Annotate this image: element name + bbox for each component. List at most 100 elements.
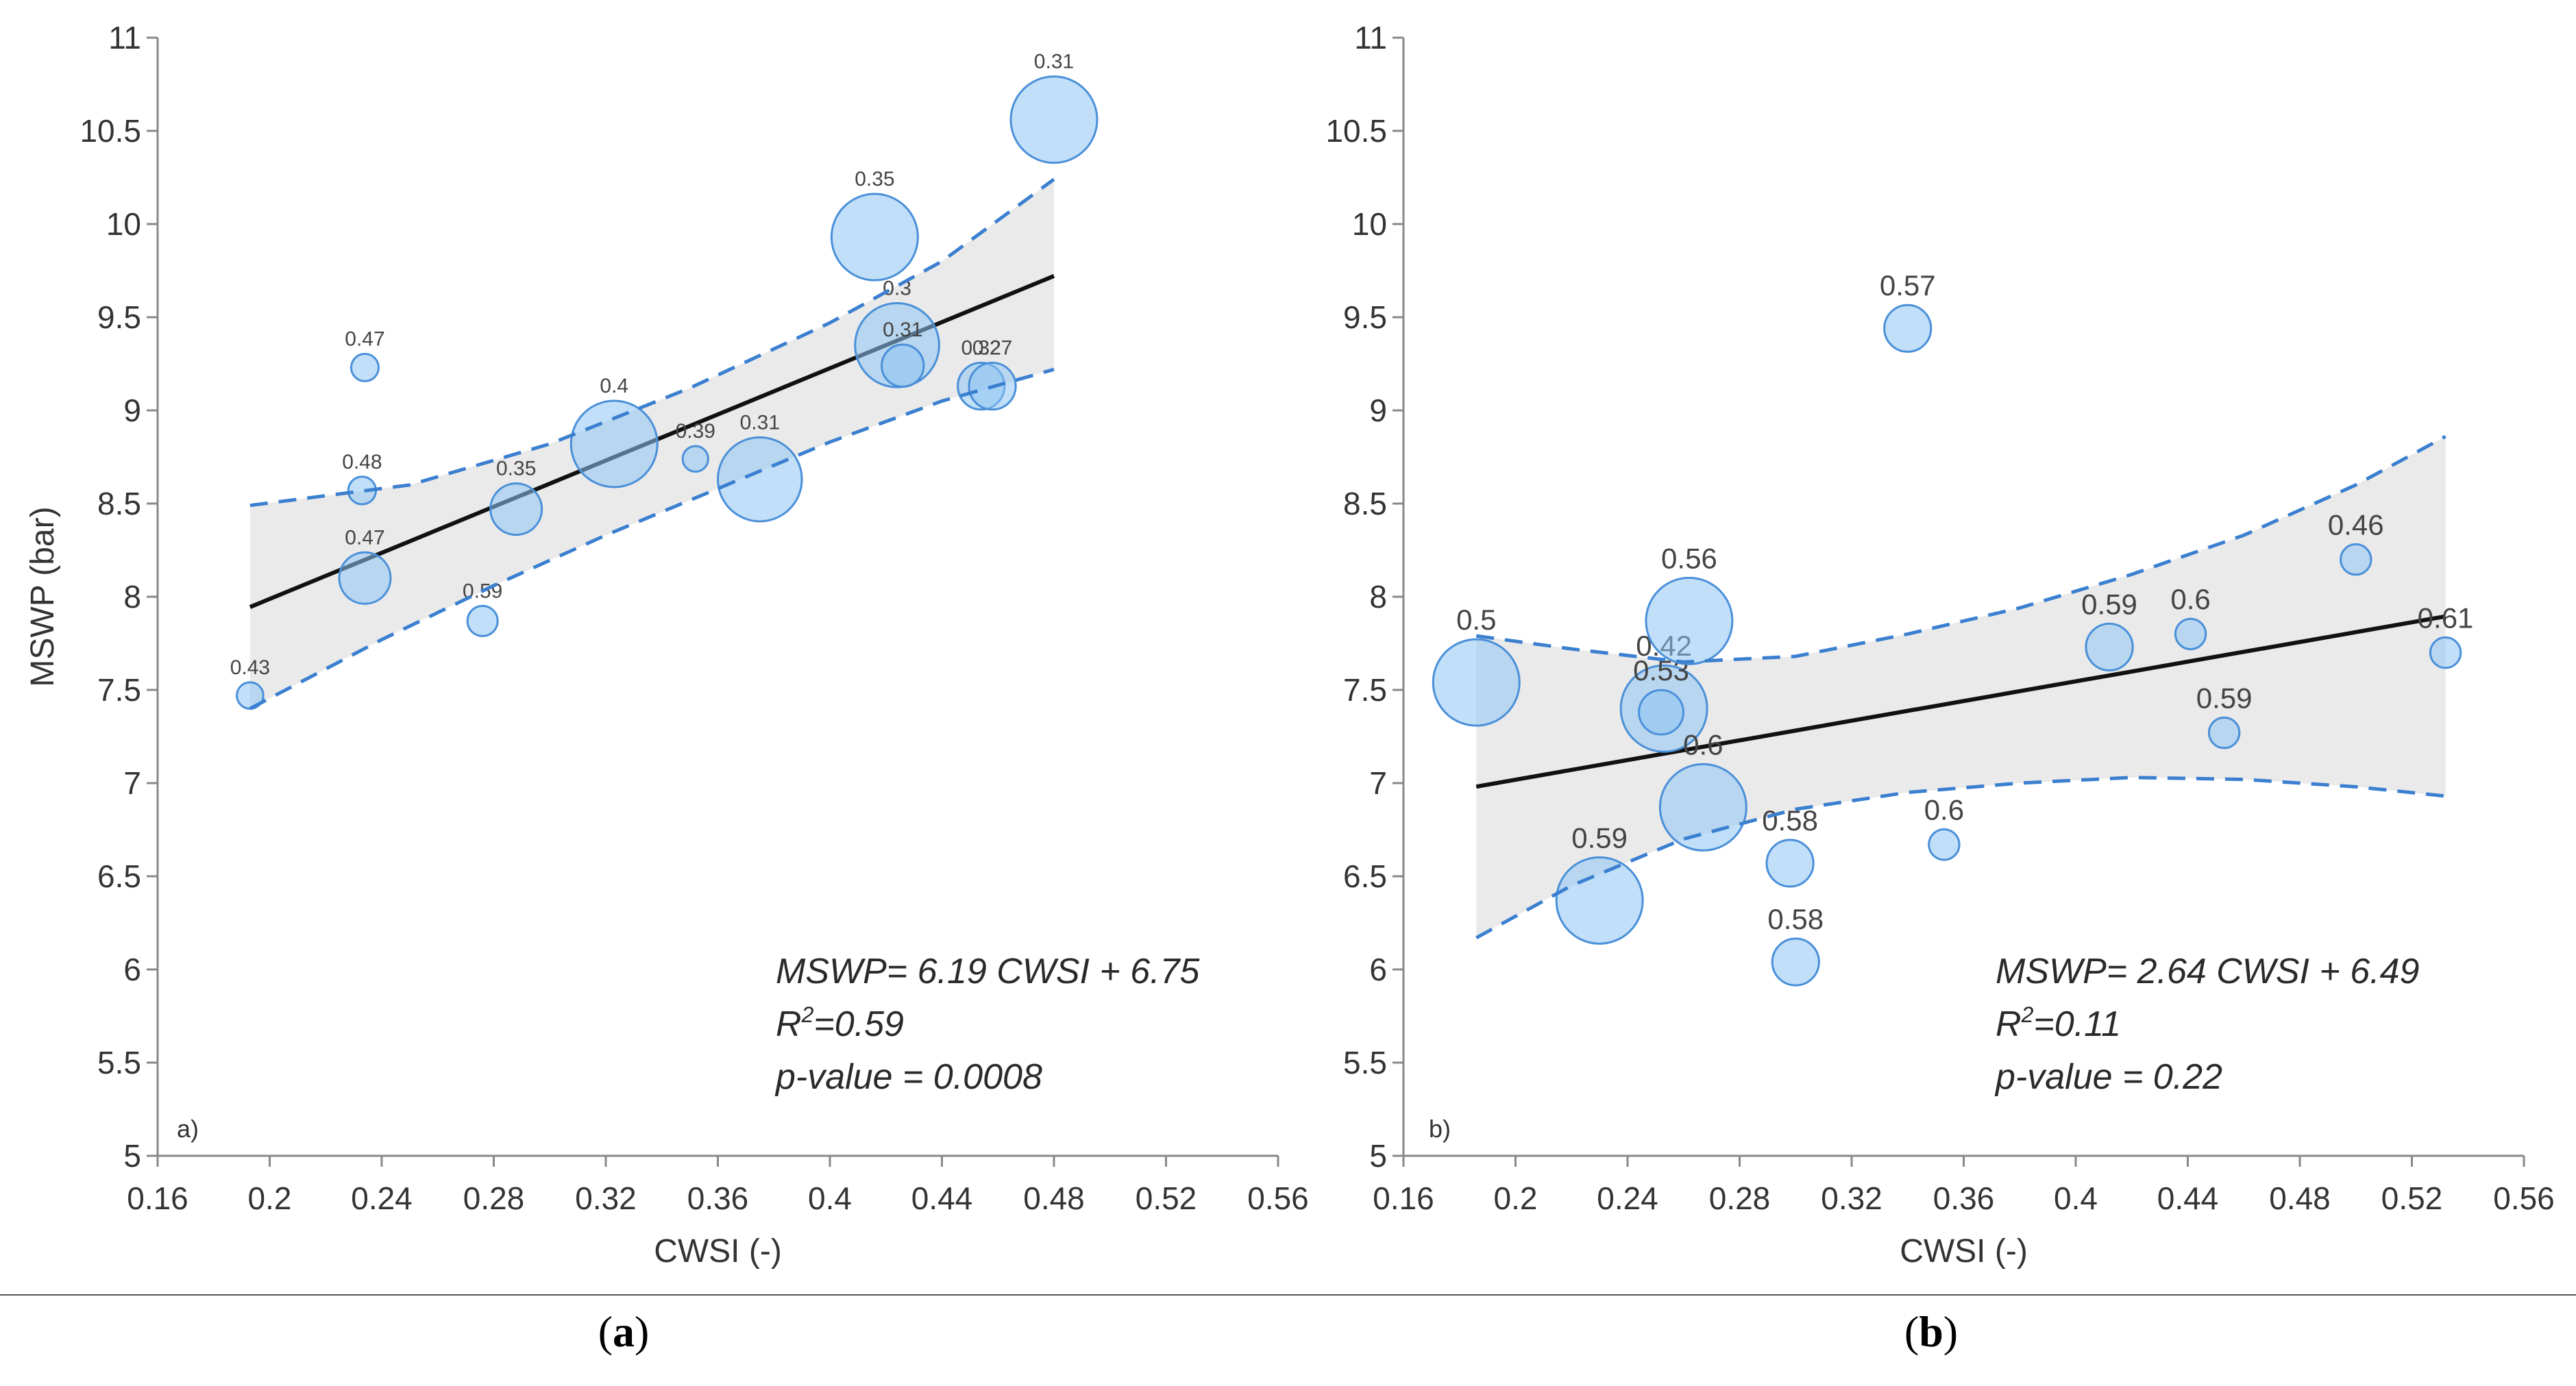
y-tick-label: 10.5 <box>1325 113 1387 149</box>
y-tick-label: 7.5 <box>1343 672 1387 708</box>
y-tick-label: 8.5 <box>97 486 141 521</box>
r-squared-label: R <box>776 1004 802 1044</box>
x-tick-label: 0.44 <box>911 1180 973 1216</box>
data-bubble <box>1645 576 1734 665</box>
y-tick-label: 9 <box>1369 393 1387 428</box>
data-label: 0.47 <box>345 327 384 350</box>
x-tick-label: 0.36 <box>687 1180 749 1216</box>
p-value-text: p-value = 0.22 <box>1994 1057 2222 1097</box>
y-tick-label: 8.5 <box>1343 486 1387 521</box>
y-tick-label: 5.5 <box>1343 1045 1387 1080</box>
x-tick-label: 0.4 <box>2054 1180 2098 1216</box>
data-label: 0.59 <box>2081 588 2137 620</box>
y-tick-label: 10.5 <box>79 113 141 149</box>
panel-a: 5 5.5 6 6.5 7 7.5 8 8.5 9 9.5 10 10.5 11 0.16 0.2 0.24 0… <box>25 20 1309 1270</box>
data-bubble <box>1765 839 1815 888</box>
data-label: 0.48 <box>342 451 382 473</box>
data-bubble <box>1432 638 1521 727</box>
regression-line <box>1475 614 2446 789</box>
data-bubble <box>1883 304 1933 353</box>
y-tick-label: 6 <box>1369 952 1387 987</box>
x-tick-label: 0.24 <box>351 1180 413 1216</box>
caption-b: (b) <box>1904 1307 1958 1356</box>
x-tick-label: 0.52 <box>1136 1180 1197 1216</box>
ci-lower-line <box>1475 776 2446 939</box>
data-label: 0.43 <box>230 656 270 679</box>
y-tick-label: 9.5 <box>97 299 141 335</box>
data-bubble <box>2207 716 2241 750</box>
data-label: 0.6 <box>1683 728 1723 760</box>
data-bubble <box>489 482 543 536</box>
ci-upper-line <box>1475 434 2446 664</box>
x-tick-label: 0.44 <box>2157 1180 2219 1216</box>
y-tick-label: 6.5 <box>97 858 141 894</box>
data-label: 0.59 <box>1571 821 1628 854</box>
panel-letter: a) <box>177 1115 199 1143</box>
data-label: 0.56 <box>1661 542 1717 574</box>
data-label: 0.4 <box>600 375 628 397</box>
x-tick-label: 0.48 <box>1023 1180 1085 1216</box>
x-axis-title: CWSI (-) <box>1900 1233 2028 1270</box>
r-squared-label: R <box>1996 1004 2022 1044</box>
y-tick-label: 6.5 <box>1343 858 1387 894</box>
x-tick-label: 0.2 <box>248 1180 292 1216</box>
y-tick-label: 7 <box>1369 765 1387 801</box>
x-tick-label: 0.24 <box>1597 1180 1658 1216</box>
data-label: 0.57 <box>1880 269 1936 301</box>
x-tick-label: 0.56 <box>1247 1180 1309 1216</box>
data-label: 0.61 <box>2418 602 2474 634</box>
data-bubble <box>2174 617 2207 651</box>
data-label: 0.35 <box>855 168 894 190</box>
data-bubble <box>717 436 803 523</box>
data-label: 0.58 <box>1762 804 1818 837</box>
data-bubble <box>681 445 709 473</box>
y-tick-label: 10 <box>1352 206 1387 242</box>
data-bubble <box>2340 543 2372 576</box>
data-bubble <box>1771 937 1820 987</box>
data-label: 0.47 <box>345 526 384 549</box>
data-bubble <box>466 604 499 637</box>
x-tick-label: 0.16 <box>1373 1180 1434 1216</box>
data-label: 0.59 <box>2196 682 2253 714</box>
panel-letter: b) <box>1429 1115 1451 1143</box>
r-squared-text: R2=0.59 <box>776 1002 904 1044</box>
y-axis-title: MSWP (bar) <box>25 506 61 686</box>
regression-equation: MSWP= 2.64 CWSI + 6.49 <box>1996 952 2419 991</box>
r-squared-value: =0.59 <box>813 1004 904 1044</box>
r-squared-text: R2=0.11 <box>1996 1002 2121 1044</box>
y-tick-label: 5 <box>123 1138 141 1174</box>
data-label: 0.5 <box>1456 604 1496 636</box>
y-tick-label: 5 <box>1369 1138 1387 1174</box>
r-squared-superscript: 2 <box>2021 1002 2034 1027</box>
y-tick-label: 11 <box>108 20 141 55</box>
y-tick-label: 9.5 <box>1343 299 1387 335</box>
data-bubble <box>881 343 925 388</box>
r-squared-value: =0.11 <box>2033 1004 2121 1044</box>
data-label: 0.6 <box>2170 583 2210 615</box>
x-tick-label: 0.16 <box>127 1180 188 1216</box>
x-tick-label: 0.52 <box>2381 1180 2443 1216</box>
y-tick-label: 8 <box>1369 579 1387 615</box>
data-bubble <box>830 193 919 282</box>
x-tick-label: 0.36 <box>1933 1180 1995 1216</box>
x-tick-label: 0.48 <box>2269 1180 2331 1216</box>
data-label: 0.32 <box>961 337 1001 360</box>
data-bubble <box>236 681 265 710</box>
x-tick-label: 0.56 <box>2493 1180 2555 1216</box>
caption-a: (a) <box>598 1307 650 1356</box>
x-tick-label: 0.2 <box>1494 1180 1538 1216</box>
data-label: 0.58 <box>1767 903 1824 935</box>
x-tick-label: 0.4 <box>808 1180 852 1216</box>
data-label: 0.46 <box>2328 508 2384 541</box>
panel-b: 5 5.5 6 6.5 7 7.5 8 8.5 9 9.5 10 10.5 11 0.16 0.2 0.24 0… <box>1325 20 2554 1270</box>
x-axis-title: CWSI (-) <box>654 1233 782 1270</box>
data-label: 0.31 <box>740 411 780 434</box>
data-bubble <box>2085 622 2134 672</box>
y-tick-label: 5.5 <box>97 1045 141 1080</box>
ci-upper-line <box>249 177 1055 508</box>
data-bubble <box>569 399 659 488</box>
x-tick-label: 0.32 <box>575 1180 637 1216</box>
data-bubble <box>1928 828 1961 861</box>
regression-equation: MSWP= 6.19 CWSI + 6.75 <box>776 952 1201 991</box>
